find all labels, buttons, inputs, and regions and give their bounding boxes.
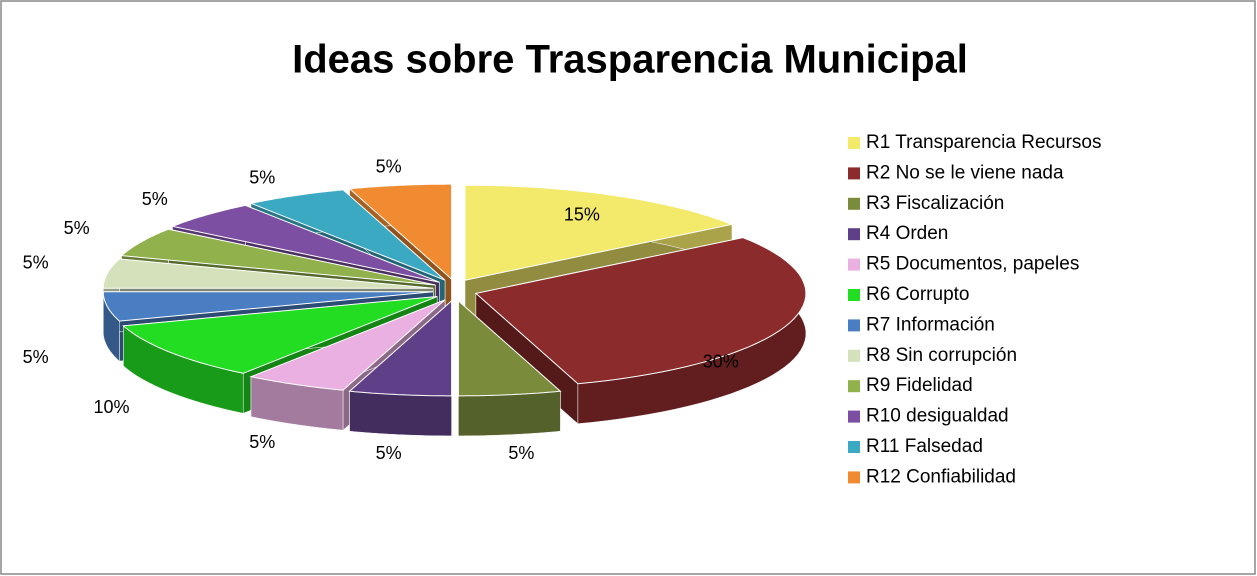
legend-swatch: [848, 349, 860, 362]
slice: [249, 189, 446, 281]
slice: [122, 296, 438, 374]
slice-side: [458, 390, 561, 437]
legend-label: R8 Sin corrupción: [866, 345, 1017, 366]
data-label: 5%: [249, 167, 275, 187]
legend-label: R7 Información: [866, 314, 995, 335]
slice: [348, 299, 453, 397]
legend-swatch: [848, 258, 860, 271]
slice: [102, 258, 434, 289]
data-label: 15%: [564, 205, 600, 225]
data-label: 5%: [142, 189, 168, 209]
slice: [170, 204, 440, 283]
data-label: 10%: [93, 397, 129, 417]
legend-label: R9 Fidelidad: [866, 375, 973, 396]
legend-label: R6 Corrupto: [866, 284, 970, 305]
legend-label: R4 Orden: [866, 223, 948, 244]
chart-title: Ideas sobre Trasparencia Municipal: [292, 38, 968, 82]
slice: [474, 237, 807, 385]
legend-label: R3 Fiscalización: [866, 193, 1004, 214]
data-label: 30%: [703, 352, 739, 372]
legend-swatch: [848, 137, 860, 149]
legend-swatch: [848, 228, 860, 241]
slice: [464, 184, 734, 281]
slice: [249, 299, 446, 391]
legend-swatch: [848, 441, 860, 453]
legend-swatch: [848, 197, 860, 210]
legend-swatch: [848, 471, 860, 484]
legend-label: R2 No se le viene nada: [866, 162, 1064, 183]
legend-swatch: [848, 289, 860, 301]
data-label: 5%: [376, 156, 402, 176]
legend-swatch: [848, 380, 860, 393]
slice-side: [349, 390, 452, 437]
legend-label: R1 Transparencia Recursos: [866, 132, 1102, 153]
data-label: 5%: [64, 218, 90, 238]
legend-label: R12 Confiabilidad: [866, 466, 1016, 487]
data-label: 5%: [23, 253, 49, 273]
legend-swatch: [848, 167, 860, 180]
slice: [348, 183, 453, 281]
legend-label: R5 Documentos, papeles: [866, 254, 1079, 275]
legend-label: R11 Falsedad: [866, 436, 983, 457]
legend-swatch: [848, 410, 860, 423]
legend-label: R10 desigualdad: [866, 406, 1009, 427]
data-label: 5%: [508, 443, 534, 463]
slice: [102, 291, 434, 322]
data-label: 5%: [23, 347, 49, 367]
slice: [457, 299, 562, 397]
legend-swatch: [848, 319, 860, 332]
data-label: 5%: [376, 443, 402, 463]
slice: [120, 228, 436, 286]
data-label: 5%: [249, 432, 275, 452]
